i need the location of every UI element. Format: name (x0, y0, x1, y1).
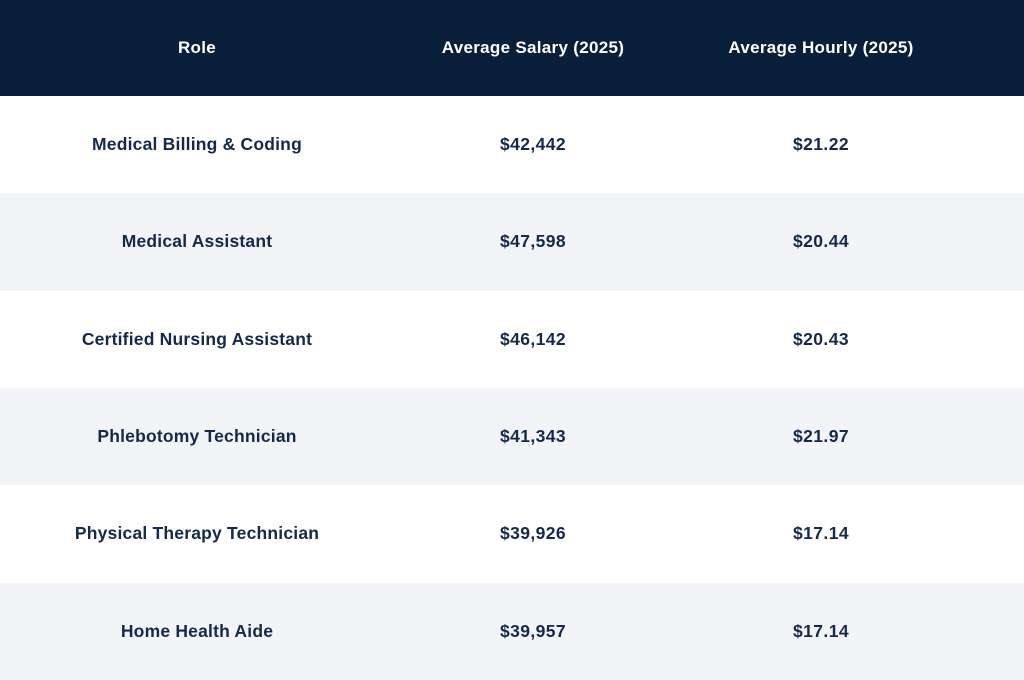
hourly-cell: $17.14 (793, 523, 849, 544)
hourly-cell: $21.22 (793, 134, 849, 155)
hourly-cell: $17.14 (793, 620, 849, 641)
role-cell: Medical Assistant (121, 231, 273, 252)
role-cell: Certified Nursing Assistant (81, 328, 313, 349)
table-row: Phlebotomy Technician $41,343 $21.97 (0, 387, 1024, 486)
table-row: Physical Therapy Technician $39,926 $17.… (0, 485, 1024, 583)
column-header-average-hourly: Average Hourly (2025) (728, 38, 914, 57)
role-cell: Medical Billing & Coding (92, 134, 302, 155)
column-header-average-salary: Average Salary (2025) (441, 38, 625, 57)
hourly-cell: $21.97 (793, 426, 849, 447)
salary-cell: $39,926 (499, 523, 567, 544)
hourly-cell: $20.43 (793, 328, 849, 349)
role-cell: Phlebotomy Technician (97, 426, 297, 447)
table-row: Home Health Aide $39,957 $17.14 (0, 582, 1024, 680)
salary-cell: $41,343 (499, 426, 567, 447)
role-cell: Home Health Aide (120, 620, 274, 641)
salary-cell: $39,957 (499, 620, 567, 641)
salary-cell: $46,142 (499, 328, 567, 349)
table-header-row: Role Average Salary (2025) Average Hourl… (0, 0, 1024, 96)
column-header-role: Role (177, 38, 217, 57)
salary-cell: $42,442 (499, 134, 567, 155)
table-row: Medical Billing & Coding $42,442 $21.22 (0, 96, 1024, 194)
table-row: Certified Nursing Assistant $46,142 $20.… (0, 290, 1024, 388)
hourly-cell: $20.44 (793, 231, 849, 252)
role-cell: Physical Therapy Technician (74, 523, 320, 544)
table-row: Medical Assistant $47,598 $20.44 (0, 193, 1024, 291)
salary-cell: $47,598 (499, 231, 567, 252)
